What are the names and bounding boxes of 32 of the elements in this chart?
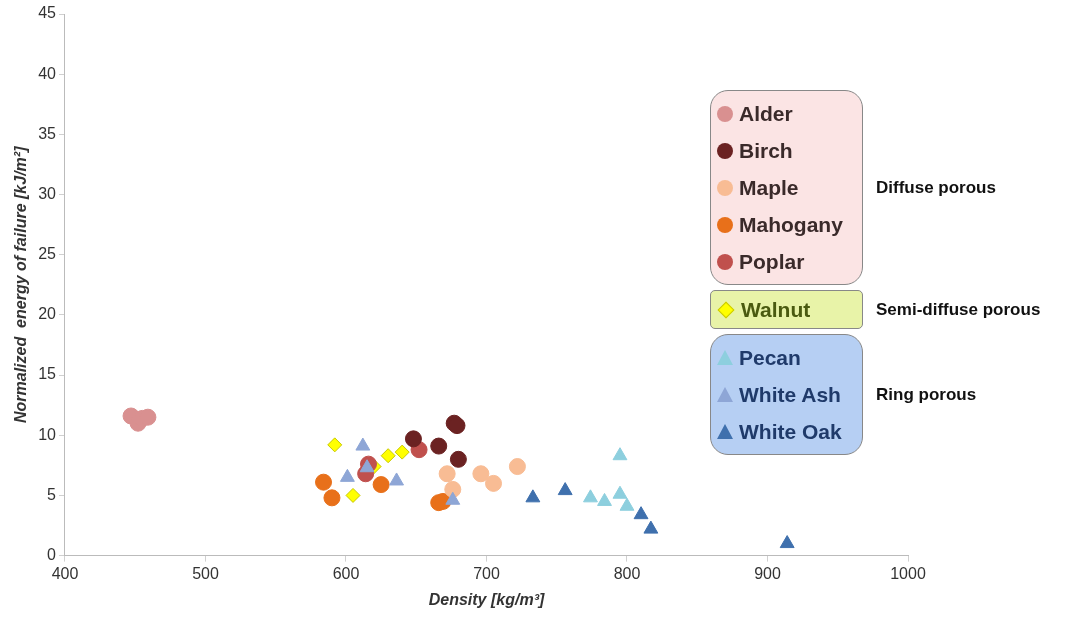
y-tick-label: 15 [38,365,57,383]
y-tick-label: 10 [38,425,57,443]
y-tick-label: 30 [38,184,57,202]
x-tick-label: 400 [51,564,79,582]
legend-label: White Ash [739,382,841,407]
x-tick-label: 600 [332,564,360,582]
annotation: Semi-diffuse porous [876,299,1041,320]
legend-label: Walnut [741,297,811,322]
legend-label: Maple [739,175,799,200]
legend-label: Pecan [739,345,801,370]
legend-label: Alder [739,101,793,126]
legend-label: Birch [739,138,793,163]
y-tick-label: 40 [38,64,57,82]
y-tick-label: 35 [38,124,57,142]
legend-label: White Oak [739,419,842,444]
legend-panel: Walnut [710,290,863,329]
legend-label: Poplar [739,249,805,274]
y-tick-label: 45 [38,4,57,22]
annotation: Diffuse porous [876,177,996,198]
annotation: Ring porous [876,384,977,405]
y-tick-label: 25 [38,245,57,263]
y-tick-label: 20 [38,305,57,323]
x-tick-label: 700 [473,564,500,582]
x-axis-title: Density [kg/m³] [428,590,545,608]
x-tick-label: 500 [192,564,219,582]
y-axis-title: Normalized energy of failure [kJ/m²] [12,145,30,424]
y-tick-label: 0 [47,546,57,564]
x-tick-label: 900 [754,564,781,582]
x-tick-label: 1000 [890,564,926,582]
y-tick-label: 5 [47,485,57,503]
x-tick-label: 800 [613,564,641,582]
legend-label: Mahogany [739,212,843,237]
